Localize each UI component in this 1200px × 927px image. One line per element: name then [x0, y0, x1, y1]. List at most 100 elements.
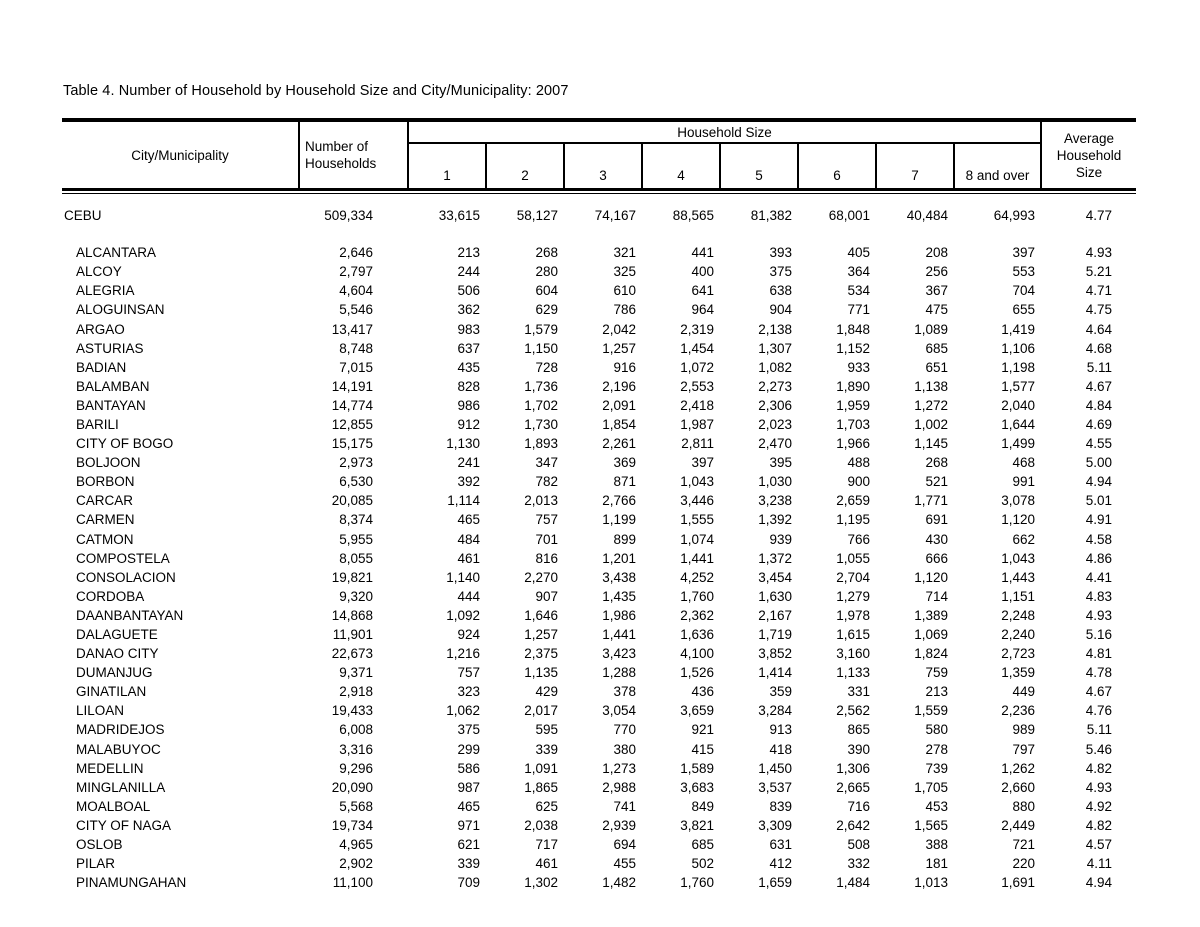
size-value-cell: 397: [691, 455, 714, 471]
households-value-cell: 22,673: [331, 646, 373, 662]
size-value-cell: 444: [457, 588, 480, 604]
city-name-cell: MALABUYOC: [76, 741, 161, 757]
average-value-cell: 4.93: [1085, 607, 1112, 623]
size-value-cell: 1,135: [524, 665, 558, 681]
size-value-cell: 771: [847, 302, 870, 318]
col-header-size-5: 5: [721, 144, 799, 188]
size-value-cell: 415: [691, 741, 714, 757]
size-value-cell: 1,824: [914, 646, 948, 662]
city-name-cell: OSLOB: [76, 837, 123, 853]
size-value-cell: 685: [691, 837, 714, 853]
city-name-cell: GINATILAN: [76, 684, 147, 700]
size-value-cell: 1,959: [836, 397, 870, 413]
size-value-cell: 2,642: [836, 817, 870, 833]
table-row: DAANBANTAYAN 14,868 1,092 1,646 1,986 2,362 2,…: [62, 606, 1136, 625]
average-value-cell: 4.71: [1085, 283, 1112, 299]
average-value-cell: 5.01: [1085, 493, 1112, 509]
size-value-cell: 717: [535, 837, 558, 853]
size-value-cell: 816: [535, 550, 558, 566]
size-value-cell: 964: [691, 302, 714, 318]
city-name-cell: MADRIDEJOS: [76, 722, 165, 738]
size-value-cell: 208: [925, 245, 948, 261]
size-value-cell: 2,248: [1001, 607, 1035, 623]
size-value-cell: 1,288: [602, 665, 636, 681]
households-value-cell: 7,015: [339, 359, 373, 375]
table-row: LILOAN 19,433 1,062 2,017 3,054 3,659 3,284 2,5…: [62, 701, 1136, 720]
col-header-city: City/Municipality: [62, 122, 300, 188]
size-value-cell: 268: [925, 455, 948, 471]
size-value-cell: 709: [457, 875, 480, 891]
size-value-cell: 475: [925, 302, 948, 318]
city-name-cell: LILOAN: [76, 703, 125, 719]
table-row: BORBON 6,530 392 782 871 1,043 1,030 900 521 991 4…: [62, 472, 1136, 491]
table-row: CONSOLACION 19,821 1,140 2,270 3,438 4,252 3,4…: [62, 568, 1136, 587]
table-row: OSLOB 4,965 621 717 694 685 631 508 388 721 4.57: [62, 835, 1136, 854]
size-value-cell: 378: [613, 684, 636, 700]
size-value-cell: 3,238: [758, 493, 792, 509]
size-value-cell: 488: [847, 455, 870, 471]
size-value-cell: 181: [925, 856, 948, 872]
col-header-households-line1: Number of: [305, 139, 369, 154]
size-value-cell: 1,082: [758, 359, 792, 375]
size-value-cell: 278: [925, 741, 948, 757]
households-value-cell: 9,320: [339, 588, 373, 604]
size-value-cell: 2,660: [1001, 779, 1035, 795]
households-value-cell: 2,797: [339, 264, 373, 280]
table-row: CITY OF NAGA 19,734 971 2,038 2,939 3,821 3,30…: [62, 816, 1136, 835]
size-value-cell: 721: [1012, 837, 1035, 853]
average-value-cell: 4.68: [1085, 340, 1112, 356]
size-value-cell: 1,151: [1001, 588, 1035, 604]
size-value-cell: 461: [457, 550, 480, 566]
size-value-cell: 871: [613, 474, 636, 490]
size-value-cell: 2,038: [524, 817, 558, 833]
size-value-cell: 468: [1012, 455, 1035, 471]
size-value-cell: 991: [1012, 474, 1035, 490]
table-row: BALAMBAN 14,191 828 1,736 2,196 2,553 2,273 1,8…: [62, 377, 1136, 396]
size-value-cell: 1,865: [524, 779, 558, 795]
size-value-cell: 68,001: [828, 208, 870, 224]
average-value-cell: 5.00: [1085, 455, 1112, 471]
city-name-cell: BADIAN: [76, 359, 127, 375]
households-value-cell: 12,855: [331, 416, 373, 432]
average-value-cell: 4.75: [1085, 302, 1112, 318]
size-value-cell: 741: [613, 798, 636, 814]
size-value-cell: 2,659: [836, 493, 870, 509]
size-value-cell: 1,002: [914, 416, 948, 432]
size-value-cell: 1,482: [602, 875, 636, 891]
size-value-cell: 1,644: [1001, 416, 1035, 432]
table-body: CEBU 509,334 33,615 58,127 74,167 88,565 81,38…: [62, 194, 1136, 892]
col-header-households-line2: Households: [305, 156, 377, 171]
size-value-cell: 2,042: [602, 321, 636, 337]
city-name-cell: ALCANTARA: [76, 245, 157, 261]
average-value-cell: 4.83: [1085, 588, 1112, 604]
size-value-cell: 553: [1012, 264, 1035, 280]
average-value-cell: 4.55: [1085, 436, 1112, 452]
size-value-cell: 1,719: [758, 627, 792, 643]
size-value-cell: 375: [457, 722, 480, 738]
size-value-cell: 899: [613, 531, 636, 547]
col-header-average-line1: Average: [1063, 130, 1115, 146]
city-name-cell: BARILI: [76, 416, 119, 432]
households-value-cell: 6,530: [339, 474, 373, 490]
size-value-cell: 1,589: [680, 760, 714, 776]
households-value-cell: 19,734: [331, 817, 373, 833]
table-row: CORDOBA 9,320 444 907 1,435 1,760 1,630 1,279 71…: [62, 587, 1136, 606]
size-value-cell: 1,140: [446, 569, 480, 585]
household-table: City/Municipality Number of Households H…: [62, 118, 1136, 892]
size-value-cell: 1,760: [680, 875, 714, 891]
size-value-cell: 435: [457, 359, 480, 375]
size-value-cell: 364: [847, 264, 870, 280]
size-value-cell: 367: [925, 283, 948, 299]
table-row: ASTURIAS 8,748 637 1,150 1,257 1,454 1,307 1,15…: [62, 339, 1136, 358]
size-value-cell: 400: [691, 264, 714, 280]
size-value-cell: 359: [769, 684, 792, 700]
city-name-cell: ALOGUINSAN: [76, 302, 165, 318]
average-value-cell: 4.58: [1085, 531, 1112, 547]
size-value-cell: 1,986: [602, 607, 636, 623]
city-name-cell: BOLJOON: [76, 455, 141, 471]
size-value-cell: 332: [847, 856, 870, 872]
size-value-cell: 2,091: [602, 397, 636, 413]
size-value-cell: 3,454: [758, 569, 792, 585]
size-value-cell: 839: [769, 798, 792, 814]
size-value-cell: 2,723: [1001, 646, 1035, 662]
